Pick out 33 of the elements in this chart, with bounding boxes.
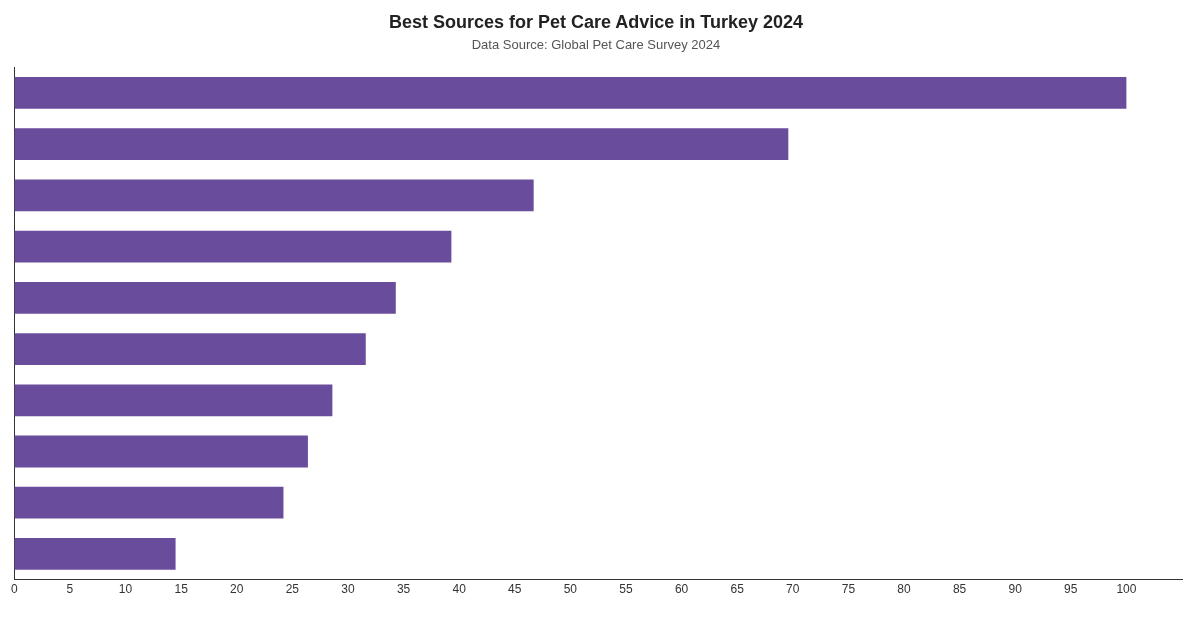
x-tick-label: 30 <box>341 582 355 597</box>
x-tick-label: 95 <box>1064 582 1078 597</box>
x-tick-label: 50 <box>563 582 578 597</box>
bar <box>14 333 366 365</box>
bar <box>14 486 284 519</box>
x-tick-label: 10 <box>118 582 133 597</box>
x-tick-label: 0 <box>10 582 18 597</box>
x-tick-label: 20 <box>230 582 244 597</box>
x-tick-label: 5 <box>66 582 74 597</box>
x-tick-label: 90 <box>1008 582 1023 597</box>
bar <box>14 230 452 263</box>
x-tick-label: 65 <box>730 582 745 597</box>
chart-title: Best Sources for Pet Care Advice in Turkey 2024 <box>388 11 804 32</box>
bar <box>14 538 176 570</box>
x-tick-label: 100 <box>1116 582 1137 597</box>
bar <box>14 179 534 212</box>
bar <box>14 128 789 160</box>
bar <box>14 384 333 417</box>
bar <box>14 281 396 314</box>
bar <box>14 435 308 468</box>
x-tick-label: 15 <box>174 582 189 597</box>
x-tick-label: 25 <box>285 582 300 597</box>
x-tick-label: 55 <box>619 582 633 597</box>
x-tick-label: 35 <box>396 582 411 597</box>
x-tick-label: 75 <box>841 582 856 597</box>
bar <box>14 76 1127 109</box>
chart-subtitle: Data Source: Global Pet Care Survey 2024 <box>471 36 721 52</box>
x-tick-label: 45 <box>508 582 522 597</box>
x-tick-label: 80 <box>897 582 911 597</box>
x-tick-label: 60 <box>674 582 689 597</box>
x-tick-label: 40 <box>452 582 467 597</box>
x-tick-label: 70 <box>786 582 800 597</box>
x-tick-label: 85 <box>952 582 967 597</box>
